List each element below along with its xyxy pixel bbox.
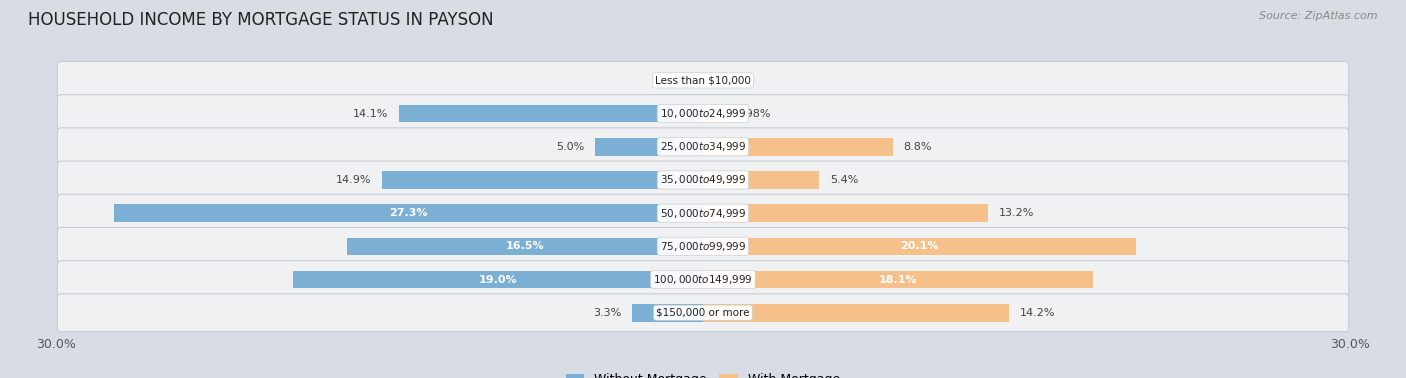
Bar [114,204,703,222]
Text: Less than $10,000: Less than $10,000 [655,75,751,85]
FancyBboxPatch shape [58,62,1348,99]
Bar [294,271,703,288]
Legend: Without Mortgage, With Mortgage: Without Mortgage, With Mortgage [565,373,841,378]
Text: $75,000 to $99,999: $75,000 to $99,999 [659,240,747,253]
Text: 8.8%: 8.8% [904,142,932,152]
Text: 5.4%: 5.4% [830,175,859,185]
FancyBboxPatch shape [58,194,1348,232]
Text: 0.0%: 0.0% [714,75,742,85]
Bar [703,271,1094,288]
Text: 14.2%: 14.2% [1019,308,1056,318]
FancyBboxPatch shape [58,260,1348,299]
Bar [347,237,703,255]
Bar [382,171,703,189]
Text: $10,000 to $24,999: $10,000 to $24,999 [659,107,747,120]
Text: HOUSEHOLD INCOME BY MORTGAGE STATUS IN PAYSON: HOUSEHOLD INCOME BY MORTGAGE STATUS IN P… [28,11,494,29]
Text: $50,000 to $74,999: $50,000 to $74,999 [659,207,747,220]
Text: 19.0%: 19.0% [479,274,517,285]
Bar [399,105,703,122]
FancyBboxPatch shape [58,161,1348,199]
Text: Source: ZipAtlas.com: Source: ZipAtlas.com [1260,11,1378,21]
Text: $100,000 to $149,999: $100,000 to $149,999 [654,273,752,286]
Text: 14.1%: 14.1% [353,108,388,119]
Text: 20.1%: 20.1% [900,241,939,251]
Bar [703,138,893,156]
Text: 13.2%: 13.2% [998,208,1033,218]
FancyBboxPatch shape [58,94,1348,133]
Text: 14.9%: 14.9% [336,175,371,185]
Text: 0.98%: 0.98% [735,108,770,119]
FancyBboxPatch shape [58,294,1348,332]
Bar [703,237,1136,255]
Text: 16.5%: 16.5% [506,241,544,251]
Bar [703,204,987,222]
FancyBboxPatch shape [58,228,1348,265]
Bar [595,138,703,156]
Text: $25,000 to $34,999: $25,000 to $34,999 [659,140,747,153]
Text: 18.1%: 18.1% [879,274,918,285]
Text: 0.0%: 0.0% [664,75,692,85]
Bar [703,304,1010,322]
Text: $35,000 to $49,999: $35,000 to $49,999 [659,174,747,186]
Bar [703,105,724,122]
Text: 3.3%: 3.3% [593,308,621,318]
Bar [703,171,820,189]
Text: 27.3%: 27.3% [389,208,427,218]
FancyBboxPatch shape [58,128,1348,166]
Text: $150,000 or more: $150,000 or more [657,308,749,318]
Bar [631,304,703,322]
Text: 5.0%: 5.0% [557,142,585,152]
